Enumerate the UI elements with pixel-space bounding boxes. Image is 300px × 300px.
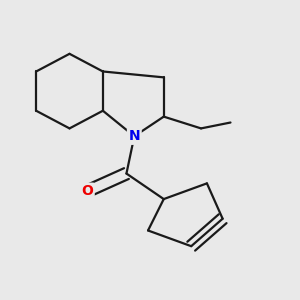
Text: O: O — [81, 184, 93, 198]
Text: N: N — [128, 129, 140, 143]
